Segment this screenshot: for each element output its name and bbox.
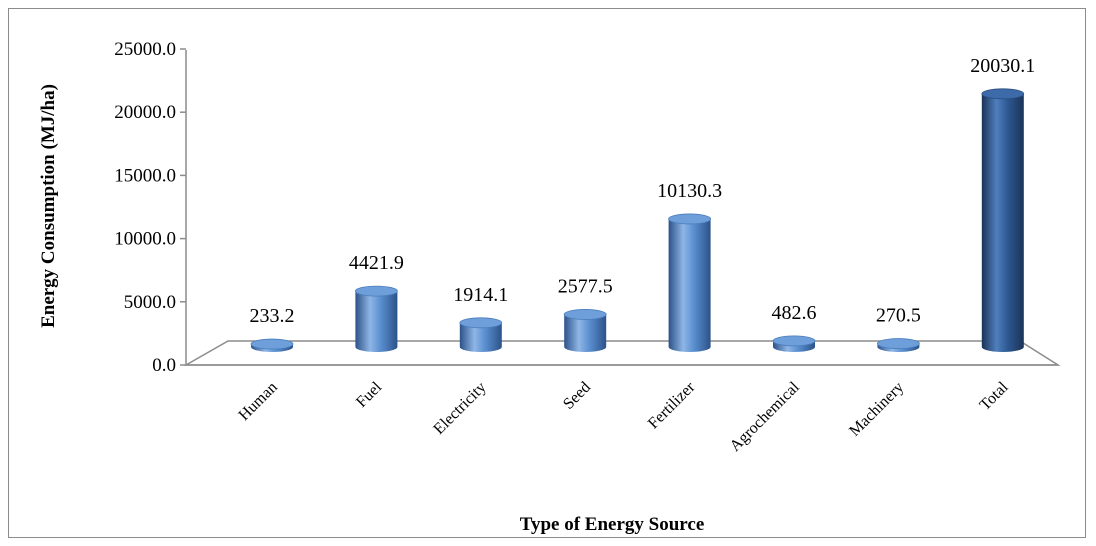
bar-human bbox=[250, 338, 294, 352]
bar-top bbox=[563, 309, 607, 320]
category-label: Electricity bbox=[430, 379, 489, 438]
bar-body bbox=[564, 314, 607, 352]
bar-top bbox=[459, 317, 503, 329]
x-axis-title: Type of Energy Source bbox=[520, 514, 705, 535]
y-tick-label: 5000.0 bbox=[124, 292, 176, 313]
data-label: 10130.3 bbox=[657, 180, 722, 202]
data-labels: 233.2 4421.9 1914.1 2577.5 10130.3 482.6 270.5… bbox=[250, 55, 1036, 327]
y-tick-label: 10000.0 bbox=[114, 229, 176, 250]
bar-fertilizer bbox=[668, 213, 711, 352]
bar-body bbox=[981, 93, 1024, 353]
data-label: 1914.1 bbox=[453, 284, 508, 306]
data-label: 20030.1 bbox=[970, 55, 1035, 77]
data-label: 233.2 bbox=[250, 305, 295, 327]
category-label: Fertilizer bbox=[645, 378, 699, 432]
bar-top bbox=[250, 338, 294, 350]
y-tick-label: 25000.0 bbox=[114, 39, 176, 60]
bar-agrochemical bbox=[772, 335, 816, 352]
category-label: Human bbox=[235, 379, 280, 424]
bar-seed bbox=[563, 309, 607, 352]
y-tick-label: 0.0 bbox=[152, 355, 176, 376]
y-ticks: 0.0 5000.0 10000.0 15000.0 20000.0 25000.0 bbox=[114, 39, 186, 376]
bar-top bbox=[668, 213, 711, 225]
data-label: 4421.9 bbox=[349, 252, 404, 274]
category-label: Agrochemical bbox=[727, 378, 803, 454]
chart-floor bbox=[183, 340, 1061, 366]
y-axis-title: Energy Consumption (MJ/ha) bbox=[38, 84, 59, 328]
data-label: 2577.5 bbox=[558, 275, 613, 297]
category-label: Fuel bbox=[353, 378, 386, 411]
bar-body bbox=[668, 218, 711, 352]
bars bbox=[250, 88, 1025, 353]
y-tick-label: 20000.0 bbox=[114, 102, 176, 123]
bar-top bbox=[877, 338, 920, 349]
bar-top bbox=[981, 88, 1025, 100]
data-label: 482.6 bbox=[772, 302, 817, 324]
bar-electricity bbox=[459, 317, 503, 352]
bar-top bbox=[354, 285, 398, 297]
category-labels: Human Fuel Electricity Seed Fertilizer Agroch… bbox=[235, 378, 1012, 455]
category-label: Total bbox=[977, 378, 1012, 413]
bar-machinery bbox=[877, 338, 920, 352]
y-tick-label: 15000.0 bbox=[114, 165, 176, 186]
bar-fuel bbox=[354, 285, 398, 352]
bar-total bbox=[981, 88, 1025, 353]
bar-body bbox=[355, 291, 398, 352]
category-label: Seed bbox=[560, 379, 594, 413]
bar-top bbox=[772, 335, 816, 347]
chart-frame bbox=[8, 8, 1086, 538]
data-label: 270.5 bbox=[876, 305, 921, 327]
category-label: Machinery bbox=[846, 379, 907, 440]
bar-body bbox=[459, 322, 502, 352]
